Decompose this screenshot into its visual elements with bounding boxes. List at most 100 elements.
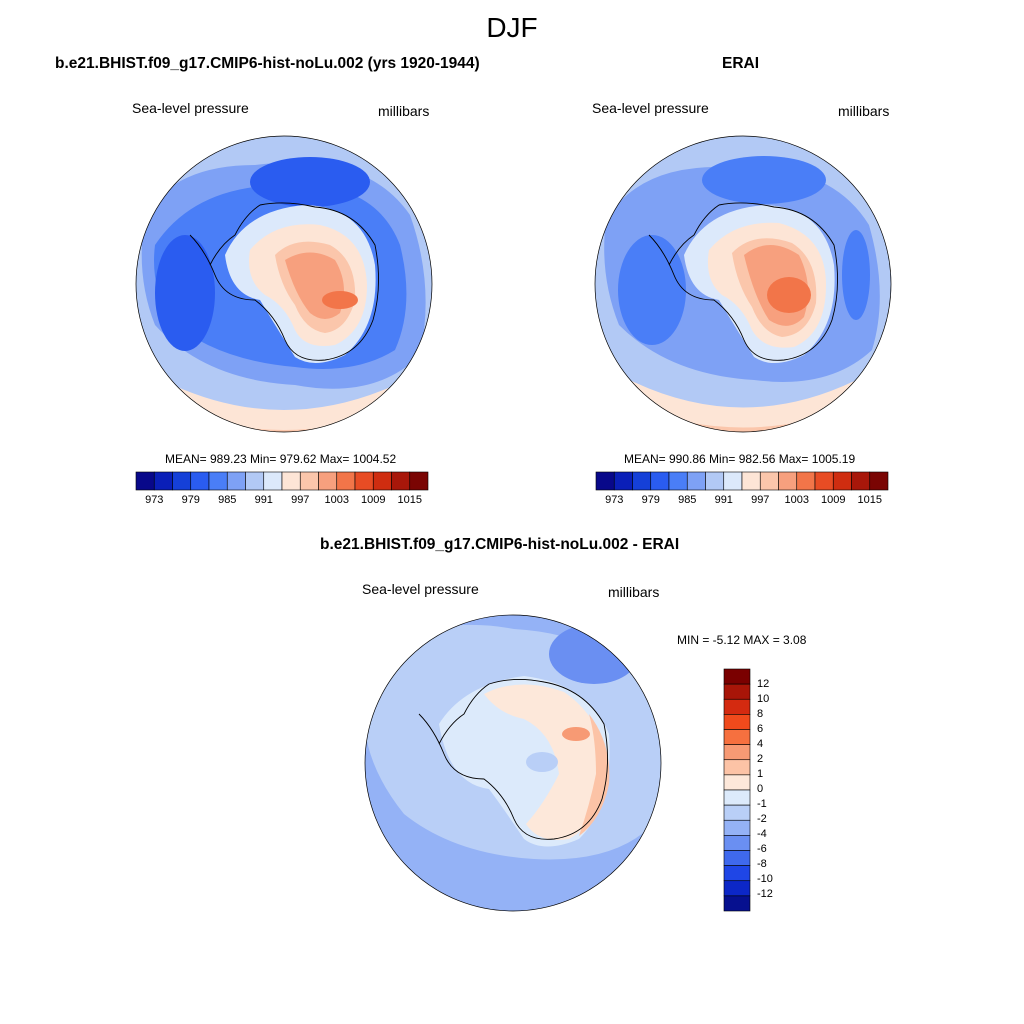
diff-land-positive bbox=[484, 684, 609, 840]
colorbar-model-label: 1003 bbox=[324, 494, 349, 506]
colorbar-obs-label: 985 bbox=[678, 494, 697, 506]
colorbar-obs-label: 997 bbox=[751, 494, 770, 506]
colorbar-diff-swatch bbox=[723, 714, 751, 730]
colorbar-diff-label: -10 bbox=[757, 873, 773, 885]
colorbar-diff-swatch bbox=[723, 789, 751, 806]
colorbar-diff-label: 12 bbox=[757, 678, 770, 690]
colorbar-diff-label: -6 bbox=[757, 843, 767, 855]
colorbar-model bbox=[135, 471, 429, 491]
panel-model-stats: MEAN= 989.23 Min= 979.62 Max= 1004.52 bbox=[165, 452, 397, 466]
panel-obs-stats: MEAN= 990.86 Min= 982.56 Max= 1005.19 bbox=[624, 452, 856, 466]
colorbar-obs-swatch bbox=[741, 471, 761, 491]
colorbar-diff-swatch bbox=[723, 698, 751, 715]
colorbar-obs-labels: 973 979 985 991 997 1003 1009 1015 bbox=[596, 494, 888, 508]
colorbar-obs-swatch bbox=[686, 471, 706, 491]
model-coastline bbox=[189, 202, 380, 361]
colorbar-diff-label: -2 bbox=[757, 813, 767, 825]
colorbar-model-swatch bbox=[226, 471, 246, 491]
colorbar-diff-swatch bbox=[723, 835, 751, 851]
colorbar-obs-label: 1009 bbox=[821, 494, 846, 506]
obs-low-left bbox=[618, 235, 686, 345]
colorbar-obs-swatch bbox=[851, 471, 871, 491]
panel-model-variable-label: Sea-level pressure bbox=[132, 100, 249, 116]
colorbar-diff-swatch bbox=[723, 804, 751, 821]
diff-coastline bbox=[418, 679, 609, 840]
panel-diff-title: b.e21.BHIST.f09_g17.CMIP6-hist-noLu.002 … bbox=[320, 536, 680, 553]
colorbar-model-label: 1009 bbox=[361, 494, 386, 506]
panel-obs-variable-label: Sea-level pressure bbox=[592, 100, 709, 116]
panel-model-title: b.e21.BHIST.f09_g17.CMIP6-hist-noLu.002 … bbox=[55, 55, 480, 72]
colorbar-diff-swatch bbox=[723, 865, 751, 882]
colorbar-model-swatch bbox=[372, 471, 392, 491]
colorbar-model-swatch bbox=[190, 471, 210, 491]
colorbar-diff-swatch bbox=[723, 683, 751, 700]
colorbar-obs-swatch bbox=[759, 471, 779, 491]
colorbar-model-swatch bbox=[391, 471, 411, 491]
colorbar-diff-swatch bbox=[723, 850, 751, 866]
colorbar-obs-label: 979 bbox=[641, 494, 660, 506]
panel-obs-units-label: millibars bbox=[838, 103, 890, 119]
panel-model-polar-map bbox=[135, 135, 433, 433]
colorbar-diff-swatch bbox=[723, 880, 751, 897]
colorbar-model-swatch bbox=[318, 471, 338, 491]
colorbar-diff-label: 6 bbox=[757, 723, 764, 735]
diff-land-peak bbox=[562, 727, 590, 741]
colorbar-obs-swatch bbox=[705, 471, 725, 491]
colorbar-obs-swatch bbox=[595, 471, 615, 491]
colorbar-model-swatch bbox=[245, 471, 265, 491]
colorbar-model-label: 973 bbox=[145, 494, 164, 506]
colorbar-diff-swatch bbox=[723, 729, 751, 745]
colorbar-model-swatch bbox=[208, 471, 228, 491]
colorbar-model-swatch bbox=[263, 471, 283, 491]
colorbar-model-swatch bbox=[135, 471, 155, 491]
figure-title: DJF bbox=[486, 12, 538, 43]
colorbar-model-swatch bbox=[281, 471, 301, 491]
colorbar-diff-label: 4 bbox=[757, 738, 764, 750]
panel-diff-polar-map bbox=[364, 614, 662, 912]
colorbar-obs-swatch bbox=[613, 471, 633, 491]
colorbar-model-swatch bbox=[299, 471, 319, 491]
colorbar-model-swatch bbox=[354, 471, 374, 491]
panel-diff-stats: MIN = -5.12 MAX = 3.08 bbox=[677, 633, 807, 647]
obs-coastline bbox=[648, 202, 839, 361]
colorbar-obs-swatch bbox=[832, 471, 852, 491]
colorbar-diff-swatch bbox=[723, 895, 751, 912]
diff-negative-top-right bbox=[549, 624, 639, 684]
panel-obs-polar-map bbox=[594, 135, 892, 433]
colorbar-model-label: 979 bbox=[181, 494, 200, 506]
colorbar-obs-swatch bbox=[778, 471, 798, 491]
colorbar-obs-swatch bbox=[796, 471, 816, 491]
colorbar-diff-label: 2 bbox=[757, 753, 764, 765]
colorbar-model-labels: 973 979 985 991 997 1003 1009 1015 bbox=[136, 494, 428, 508]
colorbar-diff-swatch bbox=[723, 744, 751, 761]
colorbar-model-swatch bbox=[336, 471, 356, 491]
colorbar-model-label: 997 bbox=[291, 494, 310, 506]
diff-land-coastal-positive bbox=[579, 714, 610, 836]
diff-land-negative-spot bbox=[526, 752, 558, 772]
colorbar-obs-swatch bbox=[650, 471, 670, 491]
colorbar-model-swatch bbox=[153, 471, 173, 491]
colorbar-obs-swatch bbox=[814, 471, 834, 491]
panel-diff-units-label: millibars bbox=[608, 584, 660, 600]
colorbar-diff-labels: 12 10 8 6 4 2 1 0 -1 -2 -4 -6 -8 -10 -12 bbox=[757, 669, 797, 911]
colorbar-diff-label: -1 bbox=[757, 798, 767, 810]
colorbar-model-swatch bbox=[172, 471, 192, 491]
panel-diff-variable-label: Sea-level pressure bbox=[362, 581, 479, 597]
colorbar-obs-swatch bbox=[632, 471, 652, 491]
colorbar-obs-swatch bbox=[869, 471, 889, 491]
colorbar-obs-swatch bbox=[723, 471, 743, 491]
model-land-peak bbox=[322, 291, 358, 309]
colorbar-obs-label: 973 bbox=[605, 494, 624, 506]
colorbar-model-label: 991 bbox=[254, 494, 273, 506]
colorbar-diff-label: -8 bbox=[757, 858, 767, 870]
colorbar-diff-swatch bbox=[723, 759, 751, 776]
panel-obs-title: ERAI bbox=[722, 55, 760, 72]
colorbar-diff-label: -4 bbox=[757, 828, 767, 840]
colorbar-obs-label: 1015 bbox=[857, 494, 882, 506]
colorbar-diff-label: 1 bbox=[757, 768, 764, 780]
colorbar-diff-label: 10 bbox=[757, 693, 770, 705]
colorbar-diff-swatch bbox=[723, 668, 751, 685]
model-low-top bbox=[250, 157, 370, 207]
obs-land-peak bbox=[767, 277, 811, 313]
colorbar-diff-label: 0 bbox=[757, 783, 764, 795]
